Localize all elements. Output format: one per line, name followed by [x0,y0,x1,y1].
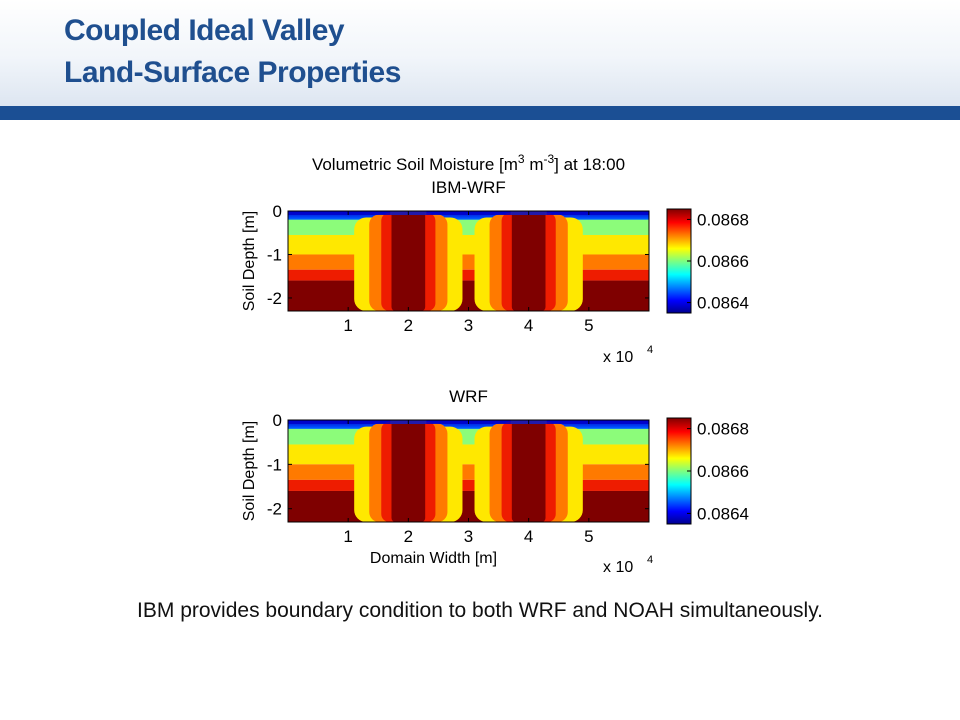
darkred-band [288,280,649,311]
y-tick-label: -1 [267,245,282,264]
title-text: Volumetric Soil Moisture [m [312,155,518,174]
slide-caption: IBM provides boundary condition to both … [137,599,823,622]
colorbar-tick-label: 0.0866 [697,252,749,271]
colorbar-tick-label: 0.0868 [697,210,749,229]
ridge-2-layer-4 [511,420,546,522]
colorbar-tick-label: 0.0864 [697,504,749,523]
heatmap-panel-1: 1 2 3 4 5 0 -1 -2 Soil Depth [m] Volumetric Soil … [241,152,749,366]
ridge-1-layer-4 [391,211,426,311]
x-tick-label: 4 [524,527,533,546]
x-tick-label: 5 [584,316,593,335]
x-axis-label: Domain Width [m] [370,550,497,567]
yellow-band [288,444,649,465]
slide-header [0,0,960,106]
darkred-band [288,490,649,522]
green-band [288,428,649,445]
y-tick-label: 0 [273,411,282,430]
title-superscript: -3 [543,152,554,166]
red-band [288,479,649,491]
colorbar-tick-label: 0.0866 [697,462,749,481]
heatmap-panel-2: 1 2 3 4 5 0 -1 -2 Soil Depth [m] WRF Domain Width … [241,387,749,576]
y-tick-label: 0 [273,202,282,221]
x-multiplier-exponent: 4 [647,554,653,566]
slide-title-line-1: Coupled Ideal Valley [64,14,345,47]
y-tick-label: -2 [267,289,282,308]
y-tick-label: -2 [267,500,282,519]
x-tick-label: 5 [584,527,593,546]
colorbar-tick-label: 0.0864 [697,294,749,313]
y-tick-label: -1 [267,455,282,474]
soil-moisture-field [288,420,649,522]
x-multiplier: x 10 [603,559,633,576]
ridge-2-layer-4 [511,211,546,311]
orange-band [288,464,649,480]
title-text: m [525,155,544,174]
chart-title: Volumetric Soil Moisture [m3 m-3] at 18:… [312,152,625,174]
soil-moisture-field [288,211,649,311]
x-tick-label: 3 [464,316,473,335]
x-tick-label: 3 [464,527,473,546]
chart-subtitle: IBM-WRF [431,178,506,197]
red-band [288,269,649,281]
soil-moisture-figure: 1 2 3 4 5 0 -1 -2 Soil Depth [m] Volumetric Soil … [241,152,749,576]
chart-title: WRF [449,387,488,406]
green-band [288,219,649,235]
ridge-1-layer-4 [391,420,426,522]
y-axis-label: Soil Depth [m] [241,211,258,311]
x-tick-label: 1 [343,527,352,546]
orange-band [288,254,649,270]
x-tick-label: 1 [343,316,352,335]
yellow-band [288,234,649,255]
x-multiplier: x 10 [603,349,633,366]
x-tick-label: 2 [404,527,413,546]
header-accent-bar [0,106,960,120]
title-superscript: 3 [518,152,525,166]
x-tick-label: 2 [404,316,413,335]
slide-title-line-2: Land-Surface Properties [64,56,401,89]
title-text: ] at 18:00 [554,155,625,174]
x-multiplier-exponent: 4 [647,344,653,356]
x-tick-label: 4 [524,316,533,335]
colorbar-tick-label: 0.0868 [697,420,749,439]
y-axis-label: Soil Depth [m] [241,421,258,521]
